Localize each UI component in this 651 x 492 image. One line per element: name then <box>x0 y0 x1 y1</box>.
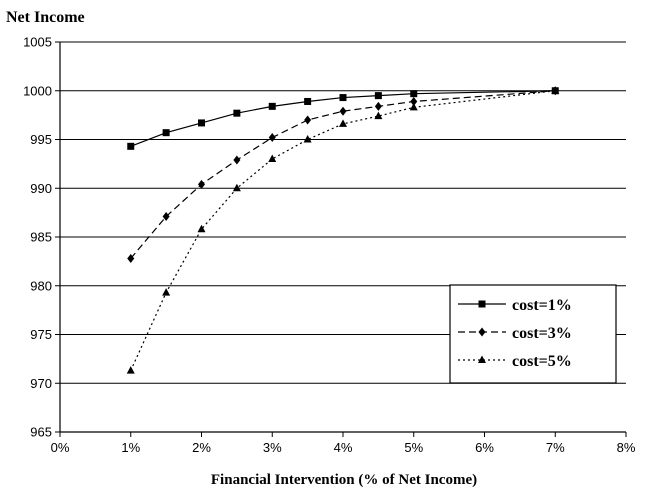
data-point <box>232 183 241 192</box>
data-point <box>409 102 418 111</box>
data-point <box>374 92 382 100</box>
data-point <box>304 97 312 105</box>
y-tick-label: 995 <box>30 132 52 147</box>
y-tick-label: 970 <box>30 376 52 391</box>
legend-box <box>449 284 617 384</box>
y-tick-label: 985 <box>30 230 52 245</box>
data-point <box>374 101 382 111</box>
legend-marker <box>478 300 486 308</box>
x-tick-label: 5% <box>404 440 423 455</box>
data-point <box>268 133 276 143</box>
x-tick-label: 2% <box>192 440 211 455</box>
y-tick-label: 1000 <box>23 83 52 98</box>
series-cost-3- <box>127 86 559 263</box>
series-line <box>130 90 556 259</box>
x-tick-label: 3% <box>263 440 282 455</box>
y-tick-label: 980 <box>30 278 52 293</box>
series-line <box>130 90 556 371</box>
data-point <box>162 129 170 137</box>
legend-label: cost=1% <box>512 297 572 314</box>
data-point <box>410 96 418 106</box>
data-point <box>198 119 205 127</box>
y-tick-label: 975 <box>30 327 52 342</box>
chart-title: Net Income <box>6 9 85 26</box>
series-group <box>126 86 560 374</box>
legend-label: cost=5% <box>512 353 572 370</box>
x-axis-ticks: 0% 1% 2% 3% 4% 5% 6% 7% 8% <box>51 432 636 455</box>
x-tick-label: 6% <box>475 440 494 455</box>
y-axis-ticks: 965 970 975 980 985 990 995 1000 1005 <box>23 35 60 440</box>
x-tick-label: 4% <box>334 440 353 455</box>
axes <box>59 42 626 433</box>
data-point <box>162 288 171 296</box>
data-point <box>374 111 383 120</box>
data-point <box>127 253 135 263</box>
x-tick-label: 0% <box>51 440 70 455</box>
series-cost-1- <box>127 87 559 150</box>
legend-label: cost=3% <box>512 325 572 342</box>
series-cost-5- <box>126 86 560 374</box>
data-point <box>339 94 347 102</box>
series-line <box>130 90 556 147</box>
x-tick-label: 7% <box>546 440 565 455</box>
x-tick-label: 8% <box>617 440 636 455</box>
legend: cost=1% cost=3% cost=5% <box>449 284 617 384</box>
data-point <box>339 119 347 127</box>
gridlines <box>60 41 626 433</box>
data-point <box>303 135 312 143</box>
data-point <box>233 109 241 117</box>
data-point <box>126 366 135 374</box>
x-tick-label: 1% <box>121 440 140 455</box>
data-point <box>268 154 277 162</box>
y-tick-label: 990 <box>30 181 52 196</box>
data-point <box>127 142 135 150</box>
data-point <box>339 106 347 116</box>
y-tick-label: 965 <box>30 425 52 440</box>
data-point <box>198 179 205 189</box>
data-point <box>304 115 312 125</box>
legend-marker <box>478 355 486 363</box>
y-tick-label: 1005 <box>23 35 52 50</box>
data-point <box>162 212 170 222</box>
data-point <box>410 90 418 98</box>
legend-marker <box>478 327 486 337</box>
data-point <box>197 224 206 233</box>
data-point <box>233 155 241 165</box>
x-axis-label: Financial Intervention (% of Net Income) <box>211 472 477 488</box>
data-point <box>268 102 276 110</box>
data-point <box>551 86 560 94</box>
